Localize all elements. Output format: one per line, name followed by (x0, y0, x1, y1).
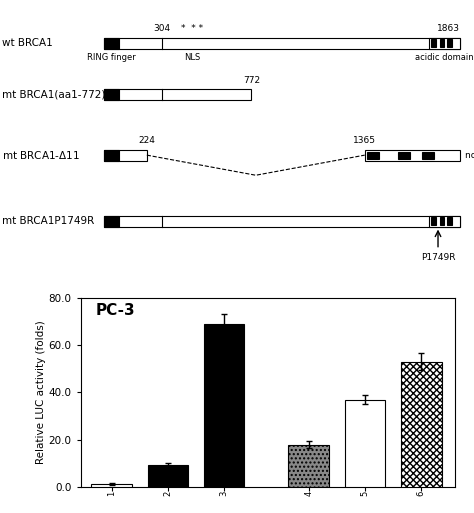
Bar (104, 37, 119, 49)
Text: 1365: 1365 (353, 136, 376, 145)
Bar (345, 400, 385, 487)
Text: NLS: NLS (184, 53, 200, 62)
Bar (447, 40, 452, 47)
Text: mt BRCA1(aa1-772): mt BRCA1(aa1-772) (2, 90, 106, 100)
Bar (104, 216, 460, 227)
Bar (439, 218, 444, 225)
Text: PC-3: PC-3 (96, 303, 135, 318)
Bar (431, 40, 436, 47)
Text: 4: 4 (304, 491, 313, 496)
Text: 6: 6 (417, 491, 426, 496)
Text: 772: 772 (243, 76, 260, 85)
Bar (401, 362, 441, 487)
Bar (367, 151, 379, 159)
Bar (288, 445, 329, 487)
Text: acidic domain: acidic domain (415, 53, 474, 62)
Bar (104, 150, 119, 161)
Text: 5: 5 (360, 491, 369, 496)
Bar (447, 218, 452, 225)
Y-axis label: Relative LUC activity (folds): Relative LUC activity (folds) (36, 321, 46, 464)
Bar (431, 218, 436, 225)
Text: 224: 224 (138, 136, 155, 145)
Bar (428, 216, 460, 227)
Text: P1749R: P1749R (421, 252, 455, 262)
Text: no NLS: no NLS (465, 151, 474, 160)
Bar (365, 150, 460, 161)
Bar (104, 89, 119, 100)
Bar (104, 150, 147, 161)
Text: mt BRCA1P1749R: mt BRCA1P1749R (2, 216, 95, 226)
Text: 304: 304 (154, 24, 171, 33)
Text: wt BRCA1: wt BRCA1 (2, 38, 53, 48)
Text: 2: 2 (164, 491, 173, 496)
Bar (104, 37, 460, 49)
Bar (147, 465, 188, 487)
Text: RING finger: RING finger (87, 53, 136, 62)
Text: mt BRCA1-$\Delta$11: mt BRCA1-$\Delta$11 (2, 149, 80, 161)
Bar (91, 484, 132, 487)
Bar (104, 89, 252, 100)
Bar (104, 216, 119, 227)
Text: *  * *: * * * (181, 24, 203, 33)
Bar (398, 151, 410, 159)
Bar (439, 40, 444, 47)
Text: 1863: 1863 (437, 24, 460, 33)
Bar (422, 151, 434, 159)
Bar (428, 37, 460, 49)
Text: 3: 3 (219, 491, 228, 496)
Text: 1: 1 (107, 491, 116, 496)
Bar (204, 324, 245, 487)
